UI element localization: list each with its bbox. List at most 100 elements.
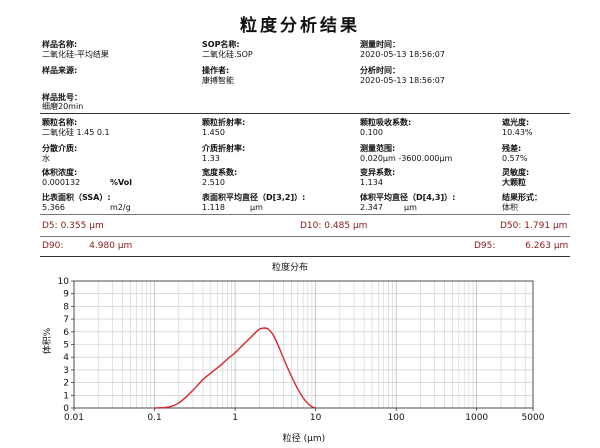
chart-title: 粒度分布 xyxy=(272,261,308,273)
d5-label: D5: xyxy=(42,221,58,231)
d43-value: 2.347 xyxy=(360,203,383,212)
medium-ri-value: 1.33 xyxy=(202,154,220,163)
particle-abs-label: 颗粒吸收系数: xyxy=(360,118,412,127)
dispersant-label: 分散介质: xyxy=(42,144,78,153)
x-tick-label: 10 xyxy=(310,413,322,423)
d43-unit: μm xyxy=(404,203,417,212)
divider-4 xyxy=(40,256,570,257)
measure-time-value: 2020-05-13 18:56:07 xyxy=(360,50,445,59)
x-tick-label: 1 xyxy=(232,413,238,423)
ssa-label: 比表面积（SSA）: xyxy=(42,193,111,202)
particle-name-label: 颗粒名称: xyxy=(42,118,78,127)
d10-readout: D10: 0.485 μm xyxy=(300,221,367,231)
measure-time-label: 测量时间： xyxy=(360,40,400,49)
chart-xlabel: 粒径 (μm) xyxy=(283,432,325,444)
operator-value: 康搏智能 xyxy=(202,76,234,85)
y-tick-label: 5 xyxy=(63,341,69,351)
d5-value: 0.355 xyxy=(60,221,87,231)
sop-name-label: SOP名称: xyxy=(202,40,240,49)
obscuration-label: 遮光度: xyxy=(502,118,530,127)
particle-abs-value: 0.100 xyxy=(360,128,383,137)
residual-value: 0.57% xyxy=(502,154,528,163)
x-tick-label: 0.1 xyxy=(147,413,161,423)
dispersant-value: 水 xyxy=(42,154,50,163)
batch-value: 细磨20min xyxy=(42,102,84,111)
d50-value: 1.791 xyxy=(524,221,551,231)
d10-unit: μm xyxy=(352,221,368,231)
y-tick-label: 1 xyxy=(63,391,69,401)
x-tick-label: 100 xyxy=(388,413,405,423)
d5-readout: D5: 0.355 μm xyxy=(42,221,104,231)
chart-ylabel: 体积% xyxy=(41,327,53,354)
divider-2 xyxy=(40,214,570,215)
d50-unit: μm xyxy=(552,221,568,231)
medium-ri-label: 介质折射率: xyxy=(202,144,246,153)
uniformity-value: 1.134 xyxy=(360,178,383,187)
distribution-curve xyxy=(154,327,316,409)
analysis-time-label: 分析时间： xyxy=(360,66,400,75)
d50-readout: D50: 1.791 μm xyxy=(500,221,567,231)
d32-unit: μm xyxy=(250,203,263,212)
chart-ticks: 0.01 0.1 1 10 100 1000 5000 0 1 2 3 4 5 6 7 8 9 10 xyxy=(58,277,545,423)
divider-1 xyxy=(40,113,570,114)
y-tick-label: 4 xyxy=(63,353,69,363)
y-tick-label: 10 xyxy=(58,277,70,287)
y-tick-label: 7 xyxy=(63,315,69,325)
plot-frame xyxy=(73,280,534,409)
d95-unit: μm xyxy=(553,241,569,251)
span-value: 2.510 xyxy=(202,178,225,187)
x-tick-label: 5000 xyxy=(522,413,545,423)
result-form-label: 结果形式： xyxy=(502,193,542,202)
d10-value: 0.485 xyxy=(324,221,351,231)
uniformity-label: 变异系数: xyxy=(360,168,396,177)
sample-name-value: 二氧化硅-平均结果 xyxy=(42,50,109,59)
ssa-value: 5.366 xyxy=(42,203,65,212)
residual-label: 残差: xyxy=(502,144,522,153)
result-form-value: 体积 xyxy=(502,203,518,212)
y-tick-label: 0 xyxy=(63,404,69,414)
d50-label: D50: xyxy=(500,221,522,231)
divider-3 xyxy=(40,236,570,237)
chart-grid xyxy=(74,281,533,408)
d95-value: 6.263 xyxy=(525,241,551,251)
volume-conc-unit: %Vol xyxy=(110,178,133,187)
d95-readout: D95: 6.263 μm xyxy=(474,241,568,251)
y-tick-label: 9 xyxy=(63,290,69,300)
report-title: 粒度分析结果 xyxy=(240,16,360,36)
sensitivity-value: 大颗粒 xyxy=(502,178,526,187)
obscuration-value: 10.43% xyxy=(502,128,533,137)
measure-range-value: 0.020μm -3600.000μm xyxy=(360,154,453,163)
measure-range-label: 测量范围: xyxy=(360,144,396,153)
y-tick-label: 2 xyxy=(63,379,69,389)
sensitivity-label: 灵敏度: xyxy=(502,168,530,177)
particle-ri-value: 1.450 xyxy=(202,128,225,137)
d95-label: D95: xyxy=(474,241,496,251)
particle-name-value: 二氧化硅 1.45 0.1 xyxy=(42,128,110,137)
x-tick-label: 0.01 xyxy=(64,413,84,423)
d90-readout: D90: 4.980 μm xyxy=(42,241,132,251)
d90-unit: μm xyxy=(117,241,133,251)
volume-conc-value: 0.000132 xyxy=(42,178,81,187)
sample-name-label: 样品名称: xyxy=(42,40,78,49)
sample-source-label: 样品来源: xyxy=(42,66,78,75)
d90-value: 4.980 xyxy=(89,241,115,251)
d5-unit: μm xyxy=(89,221,104,231)
particle-ri-label: 颗粒折射率: xyxy=(202,118,246,127)
y-tick-label: 8 xyxy=(63,302,69,312)
x-tick-label: 1000 xyxy=(465,413,488,423)
d32-label: 表面积平均直径（D[3,2]）: xyxy=(202,193,306,202)
sop-name-value: 二氧化硅.SOP xyxy=(202,50,253,59)
batch-label: 样品批号： xyxy=(42,93,82,102)
y-tick-label: 3 xyxy=(63,366,69,376)
span-label: 宽度系数: xyxy=(202,168,238,177)
operator-label: 操作者: xyxy=(202,66,230,75)
volume-conc-label: 体积浓度: xyxy=(42,168,78,177)
d90-label: D90: xyxy=(42,241,64,251)
y-tick-label: 6 xyxy=(63,328,69,338)
particle-size-chart: 粒度分布 体积% 粒径 (μm) 0.01 0.1 1 10 100 1000 5000 0 1… xyxy=(41,261,545,444)
d32-value: 1.118 xyxy=(202,203,225,212)
d10-label: D10: xyxy=(300,221,322,231)
ssa-unit: m2/g xyxy=(110,203,131,212)
d43-label: 体积平均直径（D[4,3]）: xyxy=(360,193,456,202)
analysis-time-value: 2020-05-13 18:56:07 xyxy=(360,76,445,85)
